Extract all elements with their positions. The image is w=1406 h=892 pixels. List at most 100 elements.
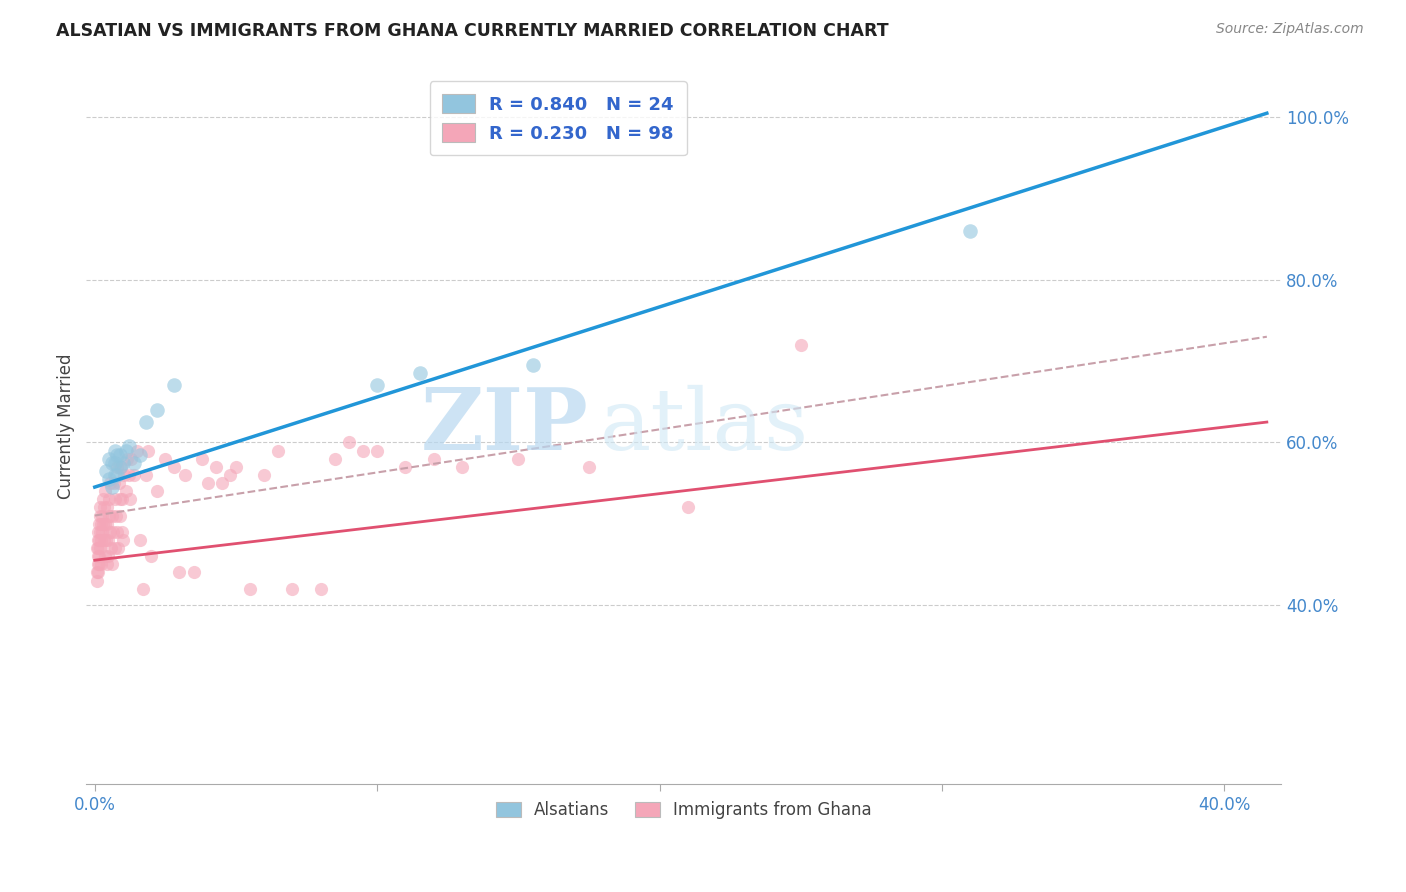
Point [105, 448, 128, 462]
Point [112, 467, 135, 482]
Point [790, 338, 813, 352]
Point [676, 500, 699, 515]
Point [86, 566, 108, 580]
Point [86, 558, 108, 572]
Point [96, 500, 118, 515]
Point [96, 516, 118, 531]
Text: atlas: atlas [600, 384, 808, 467]
Point [105, 459, 128, 474]
Text: ZIP: ZIP [420, 384, 588, 468]
Point [97, 451, 120, 466]
Point [108, 448, 131, 462]
Point [114, 443, 136, 458]
Point [114, 484, 136, 499]
Point [124, 456, 146, 470]
Point [97, 533, 120, 547]
Point [90, 508, 112, 523]
Point [146, 484, 169, 499]
Point [309, 582, 332, 596]
Point [96, 558, 118, 572]
Point [111, 492, 134, 507]
Point [108, 508, 131, 523]
Point [366, 443, 388, 458]
Point [86, 533, 108, 547]
Point [90, 516, 112, 531]
Point [522, 358, 544, 372]
Point [94, 464, 117, 478]
Point [121, 451, 143, 466]
Point [110, 459, 132, 474]
Point [87, 516, 110, 531]
Point [191, 451, 214, 466]
Point [197, 476, 219, 491]
Point [98, 524, 121, 539]
Point [89, 508, 111, 523]
Point [93, 500, 115, 515]
Point [97, 549, 120, 564]
Point [135, 415, 157, 429]
Point [100, 558, 122, 572]
Point [183, 566, 205, 580]
Point [100, 541, 122, 555]
Point [97, 472, 120, 486]
Point [205, 459, 228, 474]
Point [103, 456, 125, 470]
Point [89, 549, 111, 564]
Point [323, 451, 346, 466]
Point [100, 456, 122, 470]
Point [117, 451, 139, 466]
Point [94, 516, 117, 531]
Point [352, 443, 374, 458]
Point [129, 448, 152, 462]
Point [146, 402, 169, 417]
Point [141, 549, 163, 564]
Point [267, 443, 290, 458]
Point [118, 439, 141, 453]
Point [135, 467, 157, 482]
Point [87, 541, 110, 555]
Point [94, 484, 117, 499]
Point [108, 459, 131, 474]
Point [98, 508, 121, 523]
Point [87, 533, 110, 547]
Point [129, 533, 152, 547]
Point [211, 476, 233, 491]
Point [91, 524, 114, 539]
Point [87, 549, 110, 564]
Point [105, 524, 128, 539]
Point [959, 224, 981, 238]
Point [225, 459, 247, 474]
Point [89, 524, 111, 539]
Text: Source: ZipAtlas.com: Source: ZipAtlas.com [1216, 22, 1364, 37]
Point [100, 480, 122, 494]
Point [86, 541, 108, 555]
Point [101, 524, 124, 539]
Point [110, 524, 132, 539]
Point [111, 533, 134, 547]
Point [451, 459, 474, 474]
Point [163, 459, 186, 474]
Point [107, 476, 129, 491]
Point [103, 443, 125, 458]
Point [93, 533, 115, 547]
Point [578, 459, 600, 474]
Point [239, 582, 262, 596]
Point [508, 451, 530, 466]
Point [87, 566, 110, 580]
Point [103, 476, 125, 491]
Point [87, 524, 110, 539]
Point [138, 443, 160, 458]
Point [408, 366, 430, 380]
Point [253, 467, 276, 482]
Point [89, 541, 111, 555]
Point [105, 467, 128, 482]
Point [155, 451, 177, 466]
Point [90, 558, 112, 572]
Point [107, 541, 129, 555]
Point [91, 516, 114, 531]
Point [111, 456, 134, 470]
Point [394, 459, 416, 474]
Point [103, 467, 125, 482]
Point [118, 467, 141, 482]
Legend: Alsatians, Immigrants from Ghana: Alsatians, Immigrants from Ghana [489, 794, 879, 825]
